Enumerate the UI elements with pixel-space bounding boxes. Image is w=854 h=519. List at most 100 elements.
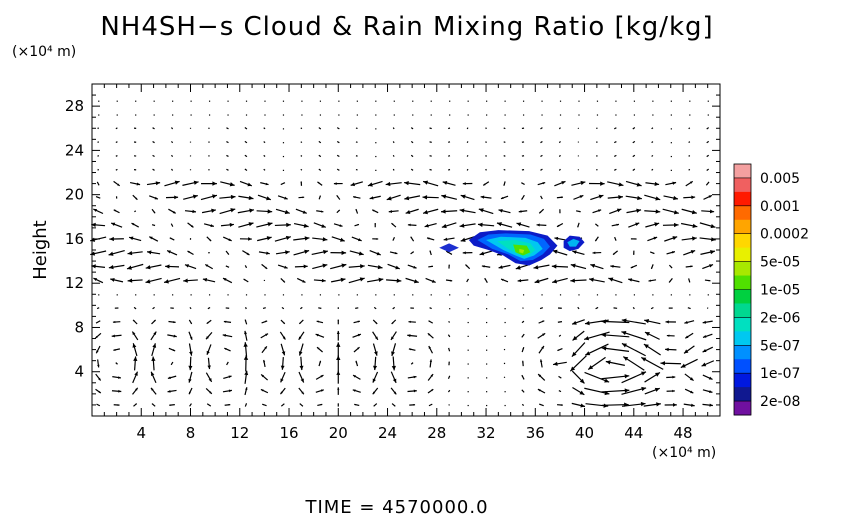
wind-vector-head (341, 250, 347, 255)
wind-vector-head (404, 195, 410, 201)
wind-vector-head (188, 365, 193, 371)
wind-vector-head (357, 333, 361, 337)
vector-dot (264, 114, 266, 116)
wind-vector-head (501, 278, 504, 281)
wind-vector-head (636, 208, 642, 213)
wind-vector-head (127, 250, 133, 256)
vector-dot (522, 114, 525, 116)
wind-vector-head (410, 307, 412, 309)
wind-vector-head (408, 348, 412, 351)
wind-vector-head (429, 169, 431, 170)
wind-vector-head (559, 141, 561, 142)
wind-vector-head (285, 250, 290, 255)
wind-vector-head (96, 321, 98, 324)
wind-vector-head (441, 194, 447, 199)
vector-dot (153, 114, 155, 116)
vector-dot (504, 321, 506, 324)
wind-vector-head (263, 155, 265, 156)
vector-dot (689, 294, 691, 296)
wind-vector (601, 320, 630, 324)
wind-vector-head (427, 333, 431, 336)
vector-dot (670, 114, 672, 116)
wind-vector-head (651, 169, 653, 171)
wind-vector-head (97, 183, 100, 186)
wind-vector-head (135, 169, 137, 171)
wind-vector-head (265, 333, 269, 337)
wind-vector-head (153, 331, 157, 336)
vector-dot (430, 294, 432, 296)
vector-dot (375, 114, 377, 116)
wind-vector-head (643, 344, 649, 349)
wind-vector-head (230, 194, 236, 200)
vector-dot (282, 100, 285, 102)
wind-vector-head (173, 334, 177, 338)
colorbar-label: 5e-07 (760, 338, 800, 354)
wind-vector-head (481, 265, 485, 268)
wind-vector-head (516, 222, 522, 227)
vector-dot (541, 294, 543, 296)
wind-vector-head (283, 182, 285, 184)
wind-vector (601, 375, 630, 380)
wind-vector-head (91, 222, 96, 227)
wind-vector-head (672, 181, 677, 185)
wind-vector-head (135, 155, 137, 157)
wind-vector-head (496, 222, 502, 227)
wind-vector-head (536, 223, 540, 227)
vector-dot (467, 377, 469, 379)
wind-vector-head (135, 141, 137, 143)
x-tick-label: 8 (186, 424, 196, 442)
wind-vector-head (615, 239, 617, 241)
wind-vector-head (630, 266, 634, 269)
wind-vector-head (684, 349, 689, 354)
wind-vector-head (248, 195, 254, 201)
wind-vector-head (267, 209, 273, 214)
wind-vector-head (222, 333, 226, 337)
x-tick-label: 12 (230, 424, 249, 442)
wind-vector-head (192, 209, 197, 214)
wind-vector-head (595, 307, 597, 309)
wind-vector-head (393, 404, 396, 407)
wind-vector-head (579, 378, 585, 384)
wind-vector-head (208, 252, 209, 254)
vector-dot (227, 294, 229, 296)
vector-dot (559, 100, 562, 102)
wind-vector-head (341, 263, 347, 268)
wind-vector-head (226, 169, 228, 170)
wind-vector-head (449, 390, 450, 391)
x-axis: 4 8 12 16 20 24 28 32 36 40 44 48 (103, 84, 709, 442)
wind-vector-head (665, 347, 669, 352)
wind-vector-head (672, 375, 676, 379)
wind-vector-head (187, 251, 190, 254)
vector-dot (208, 294, 211, 296)
wind-vector-head (542, 320, 545, 323)
vector-dot (153, 100, 155, 102)
wind-vector-head (443, 237, 448, 241)
wind-vector-head (410, 236, 413, 239)
wind-vector-head (652, 307, 654, 309)
vector-dot (504, 114, 506, 116)
wind-vector-head (357, 307, 359, 309)
wind-vector-head (557, 321, 560, 323)
wind-vector-head (448, 169, 449, 171)
wind-vector-head (169, 404, 172, 406)
vector-dot (670, 142, 672, 144)
colorbar-label: 2e-08 (760, 394, 800, 410)
vector-dot (393, 114, 395, 116)
wind-vector-head (336, 370, 341, 375)
wind-vector-head (126, 265, 132, 270)
wind-vector-head (367, 182, 373, 187)
wind-vector-head (319, 155, 321, 157)
vector-dot (190, 100, 192, 102)
wind-vector-head (174, 195, 179, 200)
vector-dot (208, 100, 211, 102)
wind-vector-head (355, 209, 358, 211)
wind-vector-head (301, 404, 303, 407)
vector-dot (264, 100, 266, 102)
wind-vector-head (230, 208, 236, 213)
vector-dot (486, 294, 488, 296)
wind-vector-head (462, 251, 466, 255)
wind-vector-head (395, 265, 400, 270)
wind-vector-head (337, 403, 339, 405)
vector-dot (504, 100, 506, 102)
